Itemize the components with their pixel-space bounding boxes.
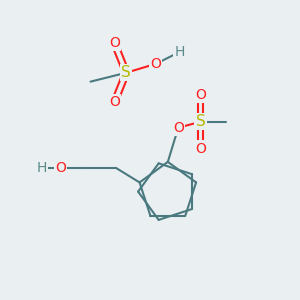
Text: O: O [151, 57, 161, 71]
Text: O: O [56, 161, 66, 175]
Text: H: H [175, 45, 185, 59]
Text: O: O [109, 36, 120, 50]
Text: O: O [195, 88, 206, 102]
Text: O: O [109, 95, 120, 110]
Text: S: S [121, 65, 131, 80]
Text: O: O [173, 121, 184, 135]
Text: H: H [36, 161, 47, 175]
Text: O: O [195, 142, 206, 155]
Text: S: S [196, 114, 206, 129]
